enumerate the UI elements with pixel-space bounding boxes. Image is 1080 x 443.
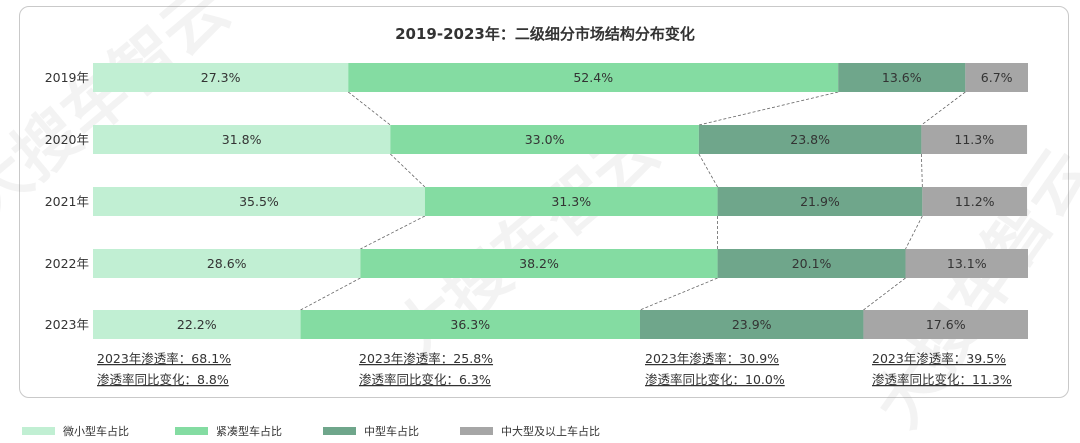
connector-line (698, 153, 718, 188)
value-label: 33.0% (525, 132, 565, 147)
bar-segment (93, 63, 349, 92)
value-label: 36.3% (450, 317, 490, 332)
legend-swatch (323, 427, 356, 435)
yoy-change-note: 渗透率同比变化：11.3% (872, 372, 1012, 387)
bar-segment (717, 249, 906, 278)
value-label: 52.4% (573, 70, 613, 85)
legend: 微小型车占比 紧凑型车占比 中型车占比 中大型及以上车占比 (22, 424, 600, 438)
value-label: 28.6% (207, 256, 247, 271)
yoy-change-note: 渗透率同比变化：6.3% (359, 372, 491, 387)
value-label: 22.2% (177, 317, 217, 332)
value-label: 11.2% (955, 194, 995, 209)
bar-segment (639, 310, 864, 339)
bar-segment (390, 125, 699, 154)
connector-line (348, 91, 391, 126)
connector-line (921, 153, 923, 188)
connector-lines (300, 91, 966, 311)
bar-segment (863, 310, 1028, 339)
value-label: 20.1% (792, 256, 832, 271)
bar-segment (717, 187, 923, 216)
penetration-note: 2023年渗透率：25.8% (359, 351, 493, 366)
category-label: 2022年 (45, 256, 89, 271)
legend-swatch (460, 427, 493, 435)
bar-segment (93, 310, 301, 339)
bar-segment (93, 187, 425, 216)
bar-segment (424, 187, 718, 216)
value-label: 6.7% (981, 70, 1013, 85)
bar-segment (922, 187, 1028, 216)
penetration-note: 2023年渗透率：68.1% (97, 351, 231, 366)
bar-segment (965, 63, 1028, 92)
connector-line (300, 277, 361, 311)
chart-frame (19, 6, 1069, 398)
penetration-note: 2023年渗透率：39.5% (872, 351, 1006, 366)
category-labels: 2019年 2020年 2021年 2022年 2023年 (45, 70, 89, 332)
value-label: 21.9% (800, 194, 840, 209)
value-label: 35.5% (239, 194, 279, 209)
category-label: 2023年 (45, 317, 89, 332)
penetration-note: 2023年渗透率：30.9% (645, 351, 779, 366)
category-label: 2019年 (45, 70, 89, 85)
bars-layer: 27.3% 52.4% 13.6% 6.7% 31.8% 33.0% 23.8% 11.3% 3… (93, 63, 1028, 339)
legend-swatch (175, 427, 208, 435)
chart-title: 2019-2023年：二级细分市场结构分布变化 (395, 25, 695, 43)
bar-segment (838, 63, 966, 92)
bar-segment (698, 125, 922, 154)
bar-segment (93, 125, 391, 154)
connector-line (639, 277, 718, 311)
value-label: 38.2% (519, 256, 559, 271)
value-label: 17.6% (926, 317, 966, 332)
connector-line (863, 277, 906, 311)
yoy-change-note: 渗透率同比变化：8.8% (97, 372, 229, 387)
value-label: 23.9% (732, 317, 772, 332)
category-label: 2021年 (45, 194, 89, 209)
connector-line (905, 215, 923, 250)
watermark-text: 大搜车智云 (861, 136, 1080, 441)
legend-label: 中型车占比 (364, 424, 419, 438)
bar-segment (360, 249, 718, 278)
connector-line (360, 215, 426, 250)
bar-segment (93, 249, 361, 278)
legend-label: 紧凑型车占比 (216, 424, 282, 438)
value-label: 31.3% (551, 194, 591, 209)
connector-line (698, 91, 839, 126)
connector-line (390, 153, 426, 188)
legend-label: 微小型车占比 (63, 424, 129, 438)
value-label: 31.8% (222, 132, 262, 147)
bar-segment (348, 63, 839, 92)
connector-line (921, 91, 966, 126)
value-label: 13.1% (947, 256, 987, 271)
value-label: 11.3% (954, 132, 994, 147)
bar-segment (921, 125, 1028, 154)
category-label: 2020年 (45, 132, 89, 147)
legend-label: 中大型及以上车占比 (501, 424, 600, 438)
annotations-layer: 2023年渗透率：68.1% 渗透率同比变化：8.8% 2023年渗透率：25.8%… (97, 351, 1012, 387)
yoy-change-note: 渗透率同比变化：10.0% (645, 372, 785, 387)
value-label: 13.6% (882, 70, 922, 85)
legend-swatch (22, 427, 55, 435)
value-label: 23.8% (790, 132, 830, 147)
value-label: 27.3% (201, 70, 241, 85)
bar-segment (905, 249, 1028, 278)
bar-segment (300, 310, 640, 339)
